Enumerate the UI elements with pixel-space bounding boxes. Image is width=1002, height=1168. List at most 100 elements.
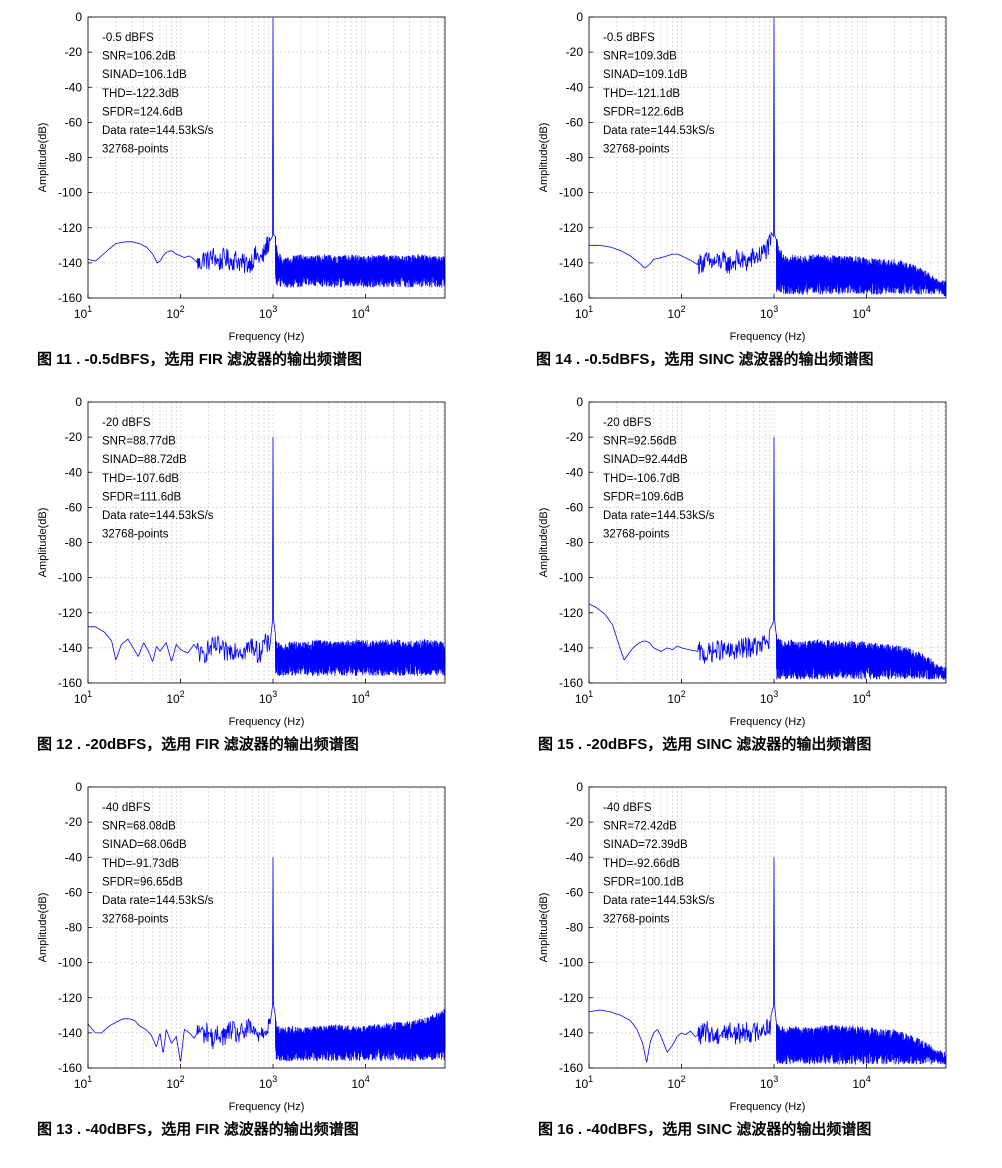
y-tick-label: -60 xyxy=(566,115,584,129)
y-tick-label: -80 xyxy=(65,536,83,550)
x-tick-label: 103 xyxy=(259,689,277,706)
y-tick-label: -100 xyxy=(559,571,583,585)
y-tick-label: -160 xyxy=(559,291,583,305)
y-tick-label: -40 xyxy=(65,465,83,479)
spectrum-line xyxy=(588,857,947,1065)
annotation-text: -0.5 dBFS xyxy=(603,32,655,44)
x-tick-label: 101 xyxy=(74,1074,92,1091)
x-tick-label: 103 xyxy=(760,1074,778,1091)
y-tick-label: 0 xyxy=(75,395,82,409)
annotation-text: SFDR=109.6dB xyxy=(603,491,684,503)
annotation-text: SFDR=96.65dB xyxy=(102,876,183,888)
x-tick-label: 103 xyxy=(259,1074,277,1091)
x-axis-label: Frequency (Hz) xyxy=(229,716,305,728)
x-tick-label: 101 xyxy=(575,304,593,321)
annotation-text: SINAD=109.1dB xyxy=(603,69,688,81)
spectrum-line xyxy=(88,437,446,677)
annotation-text: THD=-106.7dB xyxy=(603,473,680,485)
annotation-text: SNR=68.08dB xyxy=(102,821,176,833)
annotation-text: 32768-points xyxy=(603,144,670,156)
annotation-text: SINAD=106.1dB xyxy=(102,69,187,81)
y-tick-label: -40 xyxy=(65,850,83,864)
annotation-text: SFDR=100.1dB xyxy=(603,876,684,888)
chart-panel: 0 -20 -40 -60 -80 -100 -120 -140 -160 101 102 103 10… xyxy=(0,770,501,1159)
chart-panel: 0 -20 -40 -60 -80 -100 -120 -140 -160 101 102 103 10… xyxy=(0,385,501,774)
x-tick-label: 101 xyxy=(74,689,92,706)
annotation-text: THD=-92.66dB xyxy=(603,858,680,870)
y-tick-label: -40 xyxy=(65,80,83,94)
annotation-text: SINAD=68.06dB xyxy=(102,839,187,851)
annotation-text: Data rate=144.53kS/s xyxy=(102,895,214,907)
y-tick-label: -140 xyxy=(559,256,583,270)
annotation-text: THD=-91.73dB xyxy=(102,858,179,870)
x-tick-label: 104 xyxy=(351,304,369,321)
y-tick-label: -140 xyxy=(559,641,583,655)
figure-caption: 图 12 . -20dBFS，选用 FIR 滤波器的输出频谱图 xyxy=(37,736,359,753)
y-tick-label: -80 xyxy=(65,921,83,935)
x-tick-label: 102 xyxy=(166,1074,184,1091)
figure-caption: 图 16 . -40dBFS，选用 SINC 滤波器的输出频谱图 xyxy=(538,1121,872,1138)
x-tick-label: 104 xyxy=(852,1074,870,1091)
x-tick-label: 104 xyxy=(351,689,369,706)
y-tick-label: -120 xyxy=(58,221,82,235)
grid xyxy=(87,786,445,1069)
y-tick-label: -20 xyxy=(566,815,584,829)
annotation-text: 32768-points xyxy=(102,529,169,541)
y-tick-label: -40 xyxy=(566,80,584,94)
y-tick-label: -160 xyxy=(559,1061,583,1075)
x-axis-label: Frequency (Hz) xyxy=(730,716,806,728)
y-axis-label: Amplitude(dB) xyxy=(538,893,550,963)
annotation-text: 32768-points xyxy=(102,914,169,926)
y-tick-label: -60 xyxy=(566,885,584,899)
y-tick-label: 0 xyxy=(75,780,82,794)
x-tick-label: 102 xyxy=(667,1074,685,1091)
y-tick-label: -100 xyxy=(559,956,583,970)
annotation-text: Data rate=144.53kS/s xyxy=(102,125,214,137)
x-axis-label: Frequency (Hz) xyxy=(730,331,806,343)
annotation-text: THD=-121.1dB xyxy=(603,88,680,100)
x-tick-label: 103 xyxy=(760,689,778,706)
annotation-text: SFDR=124.6dB xyxy=(102,106,183,118)
y-tick-label: 0 xyxy=(576,395,583,409)
annotation-text: Data rate=144.53kS/s xyxy=(603,125,715,137)
annotation-text: 32768-points xyxy=(603,529,670,541)
y-tick-label: -60 xyxy=(566,500,584,514)
y-tick-label: 0 xyxy=(576,780,583,794)
x-axis-label: Frequency (Hz) xyxy=(229,1101,305,1113)
y-tick-label: -140 xyxy=(58,1026,82,1040)
annotation-text: SNR=92.56dB xyxy=(603,436,677,448)
y-tick-label: -20 xyxy=(566,45,584,59)
x-tick-label: 102 xyxy=(166,689,184,706)
y-tick-label: 0 xyxy=(75,10,82,24)
x-tick-label: 102 xyxy=(667,304,685,321)
annotation-text: SFDR=111.6dB xyxy=(102,491,181,503)
y-axis-label: Amplitude(dB) xyxy=(37,123,49,193)
y-tick-label: -40 xyxy=(566,465,584,479)
y-tick-label: -140 xyxy=(58,641,82,655)
x-tick-label: 102 xyxy=(667,689,685,706)
y-tick-label: -160 xyxy=(58,291,82,305)
y-tick-label: -100 xyxy=(58,186,82,200)
y-tick-label: -40 xyxy=(566,850,584,864)
x-tick-label: 103 xyxy=(760,304,778,321)
y-tick-label: -20 xyxy=(65,430,83,444)
y-axis-label: Amplitude(dB) xyxy=(37,508,49,578)
y-axis-label: Amplitude(dB) xyxy=(37,893,49,963)
y-tick-label: -160 xyxy=(58,676,82,690)
annotation-text: -0.5 dBFS xyxy=(102,32,154,44)
x-tick-label: 104 xyxy=(852,689,870,706)
x-tick-label: 104 xyxy=(351,1074,369,1091)
annotation-text: THD=-107.6dB xyxy=(102,473,179,485)
y-tick-label: -160 xyxy=(58,1061,82,1075)
chart-panel: 0 -20 -40 -60 -80 -100 -120 -140 -160 101 102 103 10… xyxy=(501,770,1002,1159)
y-tick-label: -20 xyxy=(566,430,584,444)
y-tick-label: -80 xyxy=(566,151,584,165)
grid xyxy=(87,16,445,299)
spectrum-line xyxy=(87,17,446,288)
x-tick-label: 104 xyxy=(852,304,870,321)
y-tick-label: -120 xyxy=(58,606,82,620)
